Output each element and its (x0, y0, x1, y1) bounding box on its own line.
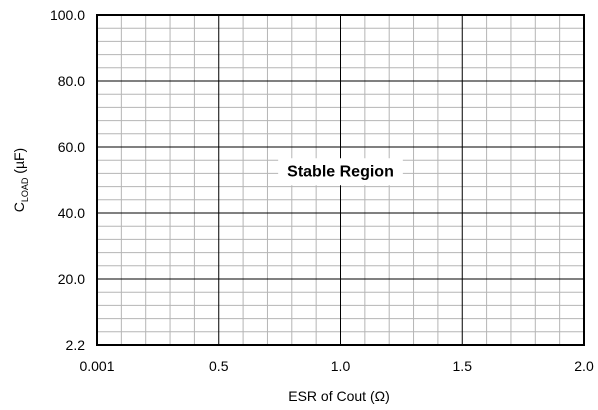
y-tick-label: 100.0 (50, 7, 85, 23)
y-tick-label: 80.0 (58, 73, 85, 89)
x-tick-label: 1.0 (331, 358, 351, 374)
y-tick-label: 60.0 (58, 139, 85, 155)
major-gridlines (97, 15, 584, 345)
y-tick-labels: 2.2 20.0 40.0 60.0 80.0 100.0 (50, 7, 85, 353)
plot-frame (96, 14, 585, 346)
y-axis-title-subscript: LOAD (20, 177, 30, 202)
x-tick-label: 0.001 (79, 358, 114, 374)
y-tick-label: 20.0 (58, 271, 85, 287)
x-tick-labels: 0.001 0.5 1.0 1.5 2.0 (79, 358, 593, 374)
stable-region-label: Stable Region (287, 163, 394, 180)
y-tick-label: 2.2 (66, 337, 86, 353)
stable-region-annotation: Stable Region (278, 158, 403, 186)
y-tick-label: 40.0 (58, 205, 85, 221)
x-tick-label: 2.0 (574, 358, 594, 374)
y-axis-title: CLOAD (µF) (11, 148, 30, 212)
x-tick-label: 1.5 (453, 358, 473, 374)
x-axis-title: ESR of Cout (Ω) (288, 388, 390, 404)
y-axis-title-unit: (µF) (11, 148, 27, 178)
y-axis-title-main: C (11, 202, 27, 212)
stable-region-label-background (278, 158, 403, 186)
x-tick-label: 0.5 (209, 358, 229, 374)
